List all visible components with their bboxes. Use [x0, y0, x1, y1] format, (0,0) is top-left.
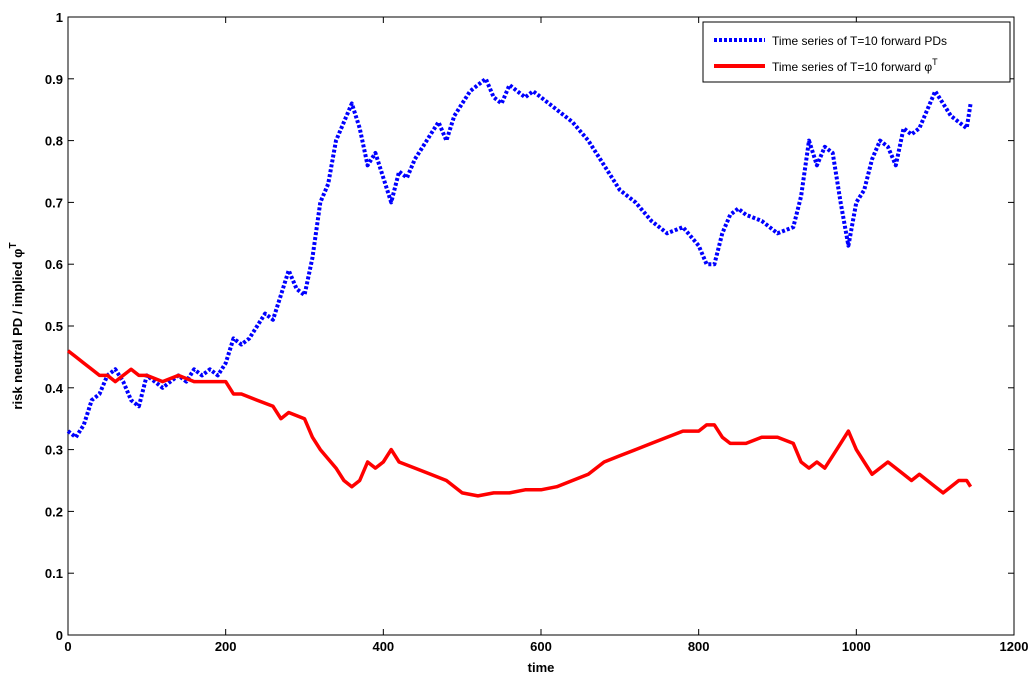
- x-tick-label: 0: [64, 639, 71, 654]
- y-axis-label-sup: T: [8, 242, 19, 248]
- y-tick-label: 0.3: [45, 443, 63, 458]
- y-tick-label: 0.4: [45, 381, 64, 396]
- x-tick-label: 1000: [842, 639, 871, 654]
- x-axis-label: time: [528, 660, 555, 675]
- series-line-1: [66, 349, 973, 498]
- legend: Time series of T=10 forward PDs Time ser…: [702, 21, 1011, 83]
- legend-label-phi-sup: T: [932, 57, 938, 67]
- y-axis-label-group: risk neutral PD / implied φT: [8, 242, 25, 409]
- x-axis: 0 200 400 600 800 1000 1200: [64, 17, 1028, 654]
- plot-area: [67, 16, 1015, 636]
- y-axis-label-main: risk neutral PD / implied φ: [10, 249, 25, 410]
- x-tick-label: 800: [688, 639, 710, 654]
- series-line-0: [66, 76, 973, 440]
- y-tick-label: 0.2: [45, 504, 63, 519]
- legend-label-pds: Time series of T=10 forward PDs: [772, 34, 947, 48]
- y-tick-label: 0.1: [45, 566, 63, 581]
- x-tick-label: 400: [372, 639, 394, 654]
- legend-label-phi-main: Time series of T=10 forward φ: [772, 60, 932, 74]
- legend-box: [702, 21, 1011, 83]
- x-tick-label: 1200: [1000, 639, 1029, 654]
- legend-label-phi: Time series of T=10 forward φT: [772, 57, 938, 74]
- x-tick-label: 600: [530, 639, 552, 654]
- y-tick-label: 0.9: [45, 72, 63, 87]
- x-tick-label: 200: [215, 639, 237, 654]
- y-tick-label: 1: [56, 10, 63, 25]
- y-axis-label: risk neutral PD / implied φT: [8, 242, 25, 409]
- y-tick-label: 0.7: [45, 195, 63, 210]
- y-tick-label: 0.6: [45, 257, 63, 272]
- y-tick-label: 0.8: [45, 134, 63, 149]
- series-layer: [66, 76, 973, 498]
- y-tick-label: 0.5: [45, 319, 63, 334]
- y-axis: 0 0.1 0.2 0.3 0.4 0.5 0.6 0.7 0.8 0.9 1: [45, 10, 1014, 643]
- y-tick-label: 0: [56, 628, 63, 643]
